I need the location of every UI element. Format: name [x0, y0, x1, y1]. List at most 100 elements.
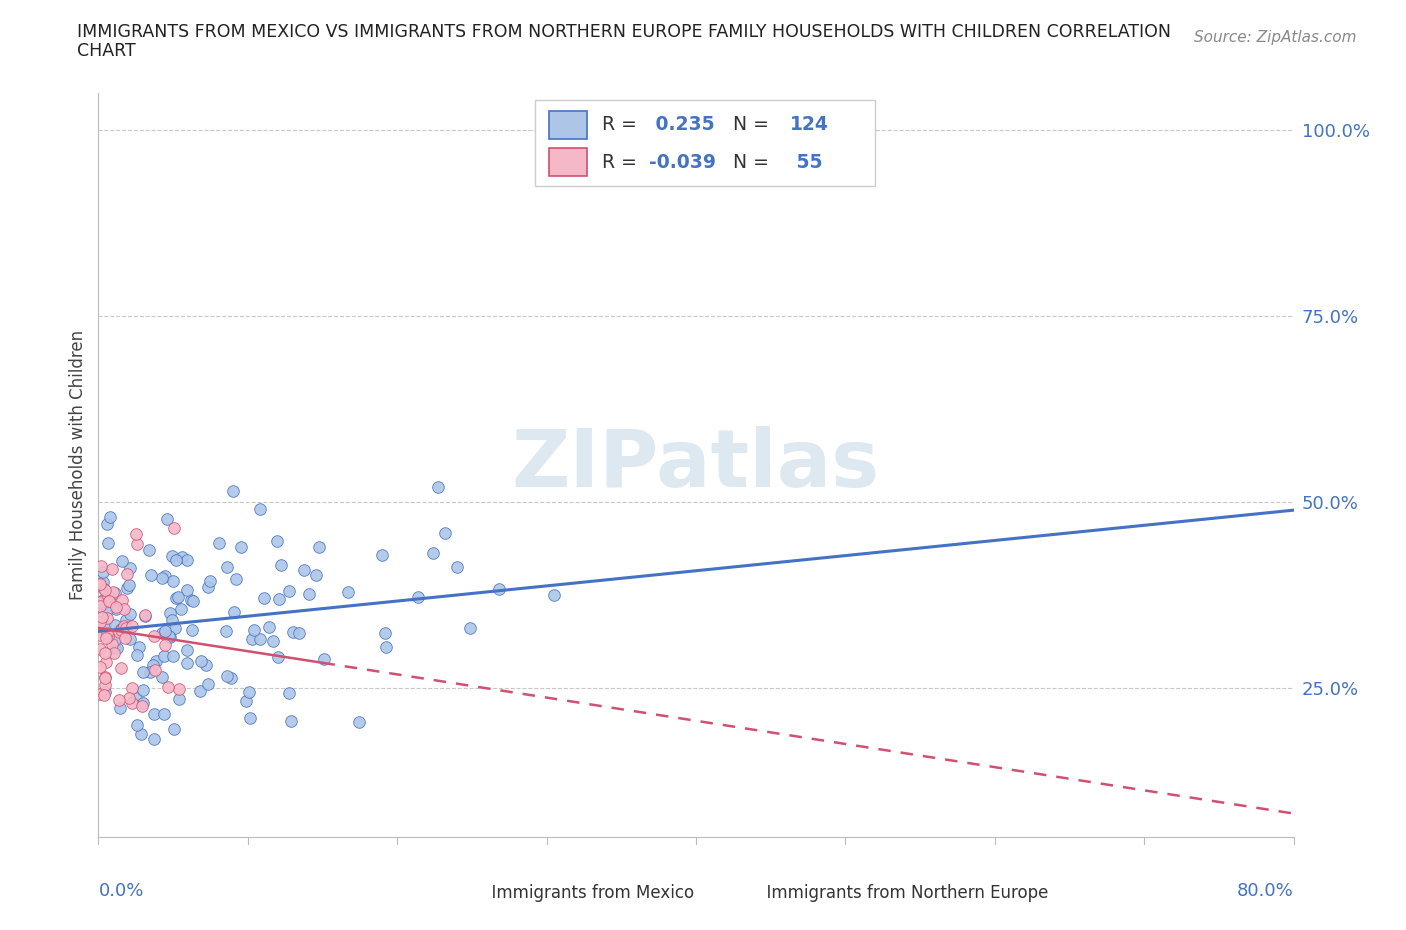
Point: [163, 722, 186, 737]
Point: [298, 587, 321, 602]
Point: [194, 658, 217, 672]
Point: [89, 577, 111, 591]
Point: [131, 695, 153, 710]
Point: [94, 684, 117, 699]
Point: [249, 501, 271, 516]
Point: [197, 677, 219, 692]
Point: [152, 670, 174, 684]
Point: [97, 536, 120, 551]
Point: [108, 625, 131, 640]
Point: [139, 664, 162, 679]
Point: [121, 696, 143, 711]
Point: [98, 510, 121, 525]
Point: [112, 601, 135, 616]
Point: [89, 598, 111, 613]
Point: [270, 558, 292, 573]
Point: [170, 601, 193, 616]
Point: [176, 553, 198, 568]
Point: [91, 592, 114, 607]
Point: [253, 591, 276, 605]
Point: [110, 661, 132, 676]
Text: CHART: CHART: [77, 42, 136, 60]
Point: [142, 658, 165, 672]
Point: [104, 632, 127, 647]
Text: Immigrants from Mexico: Immigrants from Mexico: [481, 884, 695, 902]
Point: [240, 631, 263, 646]
Point: [93, 670, 115, 684]
Point: [267, 649, 290, 664]
Point: [280, 713, 302, 728]
Point: [145, 654, 167, 669]
Point: [229, 539, 252, 554]
Point: [163, 520, 186, 535]
Point: [89, 659, 111, 674]
Point: [249, 631, 271, 646]
Point: [91, 596, 114, 611]
Point: [110, 623, 132, 638]
Text: 80.0%: 80.0%: [1237, 882, 1294, 899]
Point: [374, 626, 396, 641]
Point: [143, 731, 166, 746]
Point: [215, 624, 238, 639]
Point: [131, 698, 153, 713]
Point: [235, 694, 257, 709]
Point: [446, 560, 468, 575]
Point: [370, 548, 392, 563]
Point: [89, 687, 111, 702]
Point: [308, 539, 330, 554]
Point: [93, 565, 115, 579]
Point: [132, 683, 155, 698]
Point: [239, 711, 262, 725]
Point: [96, 654, 118, 669]
Text: N =: N =: [721, 115, 775, 135]
Point: [167, 692, 190, 707]
Point: [180, 622, 202, 637]
Point: [269, 591, 291, 606]
Point: [156, 512, 179, 526]
Point: [107, 641, 129, 656]
Point: [281, 625, 304, 640]
Text: N =: N =: [721, 153, 775, 172]
Point: [159, 605, 181, 620]
Point: [458, 621, 481, 636]
Point: [142, 707, 165, 722]
Point: [120, 606, 142, 621]
Point: [115, 567, 138, 582]
Point: [93, 687, 115, 702]
Point: [150, 626, 173, 641]
Point: [200, 574, 222, 589]
Point: [118, 690, 141, 705]
Text: R =: R =: [602, 153, 643, 172]
Point: [121, 618, 143, 633]
Text: -0.039: -0.039: [650, 153, 717, 172]
Point: [104, 618, 127, 632]
Point: [128, 640, 150, 655]
Point: [215, 669, 238, 684]
Point: [159, 630, 181, 644]
Point: [543, 587, 565, 602]
Point: [159, 629, 181, 644]
Point: [167, 682, 190, 697]
Point: [152, 648, 174, 663]
Point: [115, 621, 138, 636]
Point: [104, 641, 127, 656]
Point: [176, 643, 198, 658]
Point: [162, 648, 184, 663]
Point: [98, 593, 121, 608]
Text: 55: 55: [790, 153, 823, 172]
Point: [94, 645, 117, 660]
Text: ZIPatlas: ZIPatlas: [512, 426, 880, 504]
Point: [170, 549, 193, 564]
Point: [176, 583, 198, 598]
Point: [434, 525, 457, 540]
Point: [292, 563, 315, 578]
Point: [266, 534, 288, 549]
Point: [215, 560, 238, 575]
Point: [165, 591, 187, 605]
Bar: [548, 111, 588, 140]
Point: [152, 570, 174, 585]
Point: [243, 623, 266, 638]
Point: [134, 609, 156, 624]
Point: [94, 631, 117, 645]
Bar: [439, 881, 472, 905]
